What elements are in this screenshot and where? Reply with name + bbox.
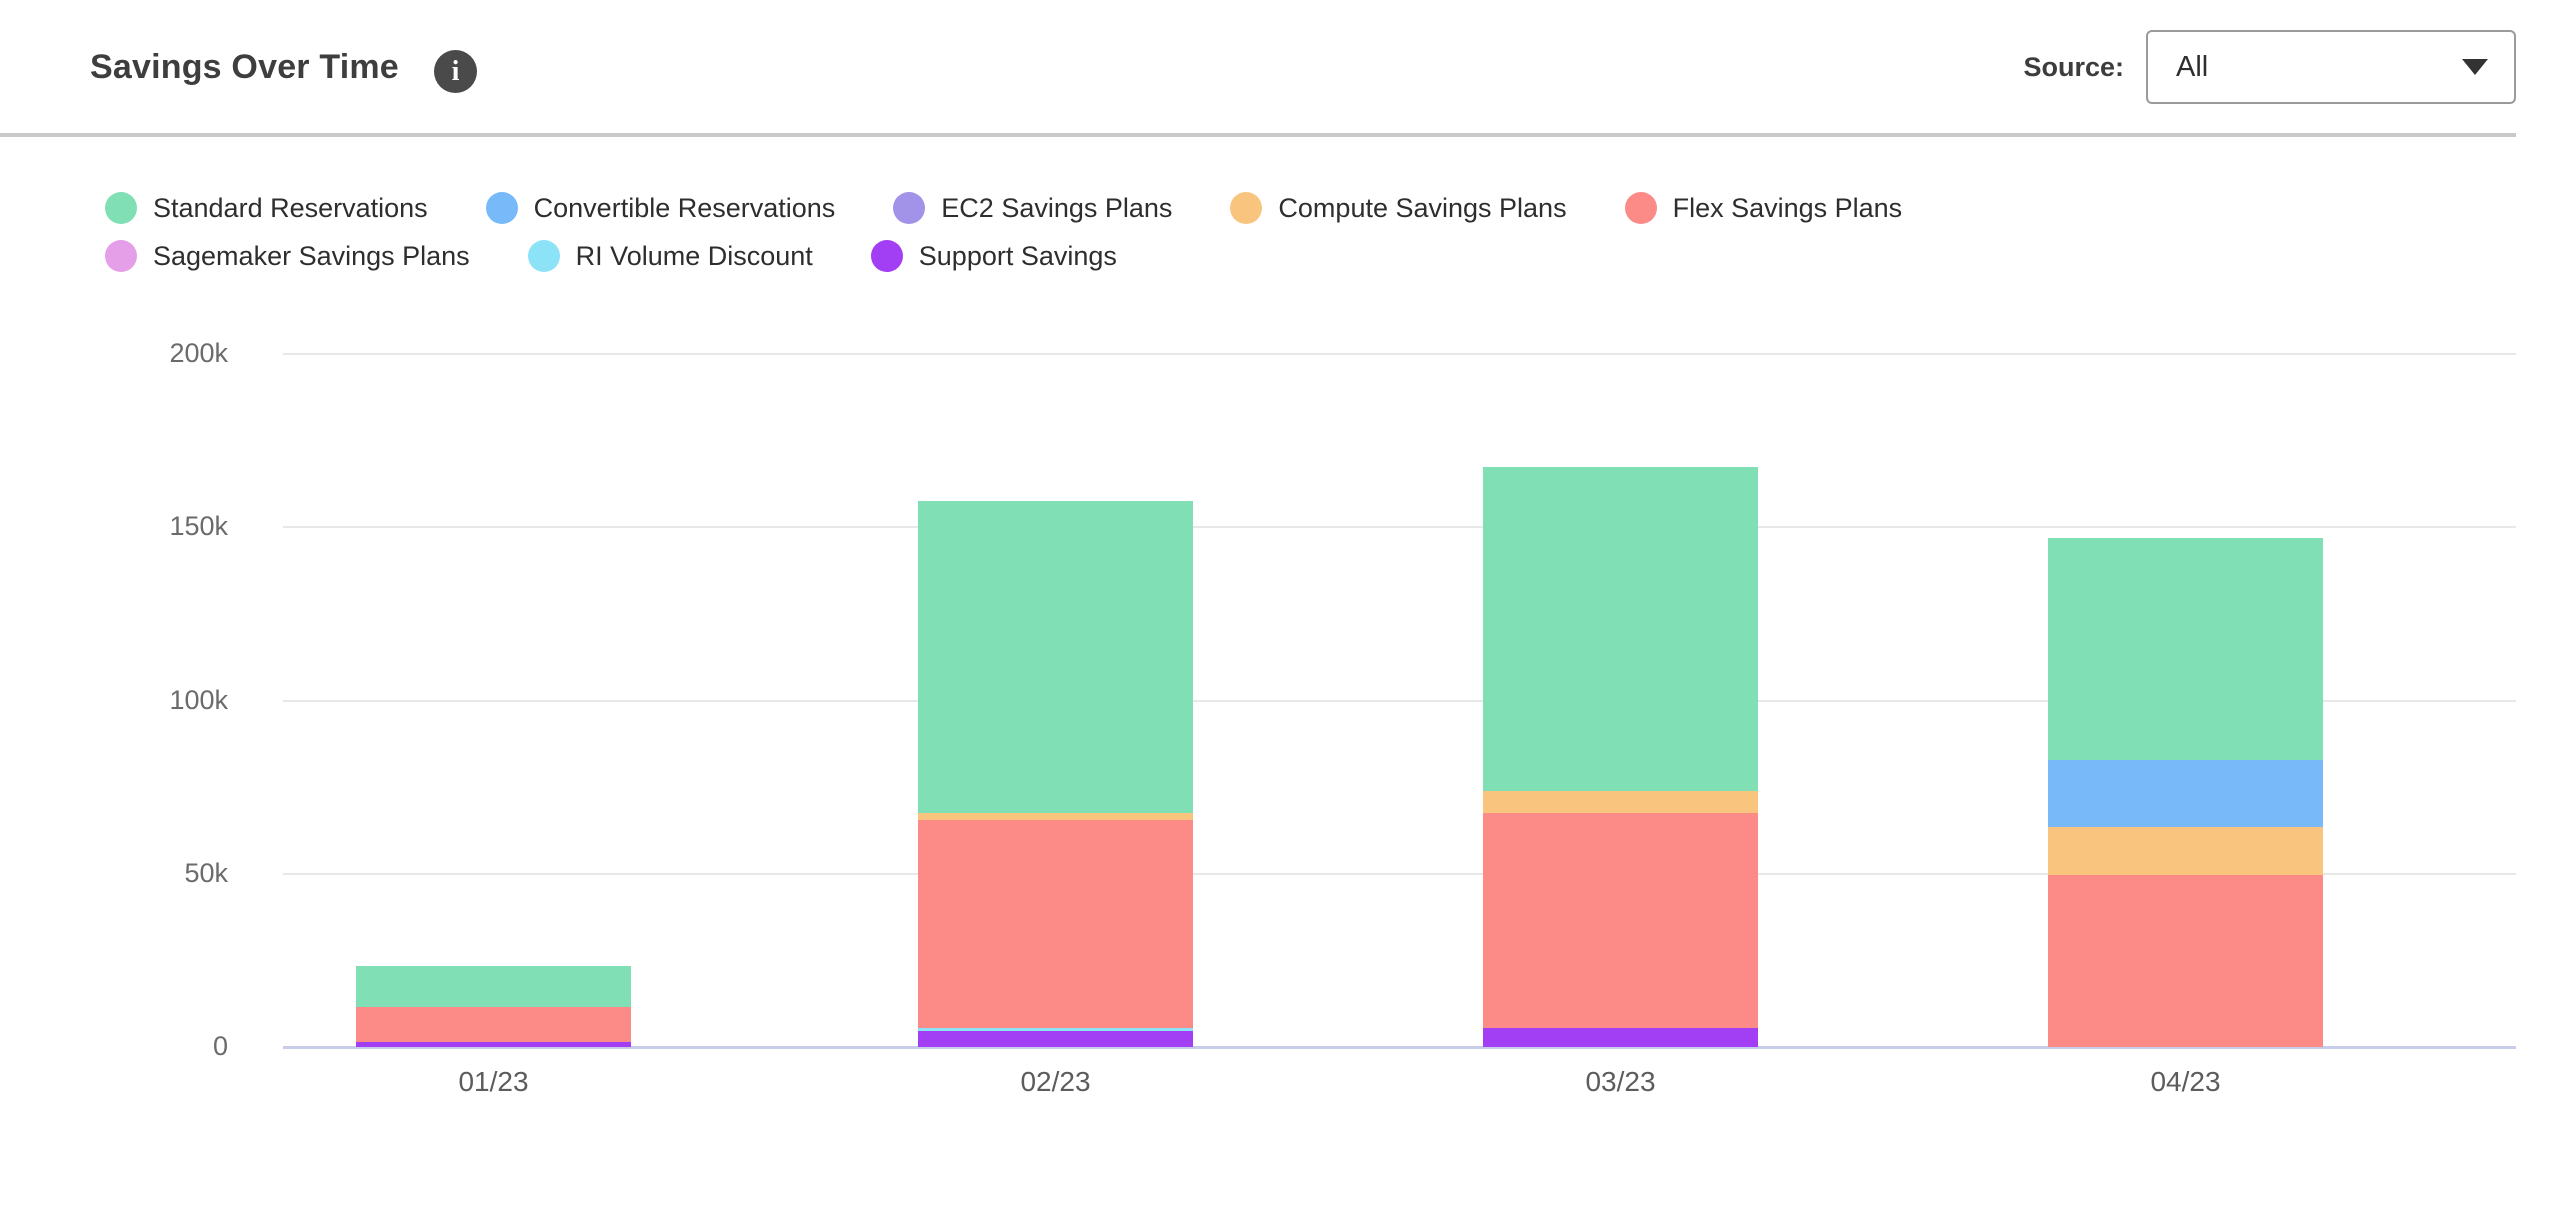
x-axis-label-02-23: 02/23 [1020,1066,1091,1097]
legend-dot-compute-savings-plans [1230,192,1263,224]
y-axis-tick-label: 100k [169,684,228,715]
bar-segment-02-23-standard-reservations[interactable] [918,501,1193,814]
legend-label: Sagemaker Savings Plans [153,240,470,271]
legend-item-ec2-savings-plans[interactable]: EC2 Savings Plans [893,192,1172,224]
y-gridline-200k [283,353,2516,355]
legend-label: Standard Reservations [153,192,428,223]
x-axis-label-04-23: 04/23 [2150,1066,2221,1097]
source-control: Source: All [2023,28,2516,106]
bar-segment-01-23-standard-reservations[interactable] [356,965,631,1008]
card-header: Savings Over Time i Source: All [0,0,2562,137]
bar-segment-01-23-flex-savings-plans[interactable] [356,1007,631,1043]
legend-item-support-savings[interactable]: Support Savings [870,240,1117,272]
legend-label: Compute Savings Plans [1278,192,1567,223]
bar-segment-04-23-flex-savings-plans[interactable] [2048,874,2323,1047]
legend-item-convertible-reservations[interactable]: Convertible Reservations [485,192,836,224]
bar-segment-01-23-support-savings[interactable] [356,1042,631,1047]
legend-label: EC2 Savings Plans [941,192,1173,223]
legend-label: Support Savings [918,240,1117,271]
source-dropdown[interactable]: All [2146,30,2516,104]
bar-segment-02-23-compute-savings-plans[interactable] [918,813,1193,821]
chevron-down-icon [2462,59,2488,75]
y-gridline-50k [283,872,2516,875]
page-title: Savings Over Time [90,48,399,86]
legend-dot-ri-volume-discount [527,240,560,272]
x-axis-label-03-23: 03/23 [1585,1066,1656,1097]
bar-segment-04-23-compute-savings-plans[interactable] [2048,827,2323,875]
legend-label: Convertible Reservations [533,192,836,223]
y-axis-tick-label: 150k [169,511,228,542]
legend-dot-flex-savings-plans [1624,192,1657,224]
x-axis-label-01-23: 01/23 [458,1066,529,1097]
bar-segment-02-23-support-savings[interactable] [918,1031,1193,1047]
legend-dot-support-savings [870,240,903,272]
source-selected-value: All [2176,50,2209,83]
legend-item-flex-savings-plans[interactable]: Flex Savings Plans [1624,192,1903,224]
bar-segment-02-23-flex-savings-plans[interactable] [918,820,1193,1028]
legend-item-sagemaker-savings-plans[interactable]: Sagemaker Savings Plans [105,240,470,272]
legend-label: Flex Savings Plans [1672,192,1903,223]
bar-segment-03-23-support-savings[interactable] [1483,1028,1758,1047]
bar-segment-03-23-compute-savings-plans[interactable] [1483,790,1758,814]
y-gridline-100k [283,699,2516,702]
legend-dot-convertible-reservations [485,192,518,224]
source-label: Source: [2023,51,2124,82]
chart-legend-row-1: Standard Reservations Convertible Reserva… [105,192,1960,224]
legend-dot-standard-reservations [105,192,137,224]
legend-item-compute-savings-plans[interactable]: Compute Savings Plans [1230,192,1567,224]
chart-legend-row-2: Sagemaker Savings Plans RI Volume Discoun… [105,240,1175,272]
legend-dot-sagemaker-savings-plans [105,240,137,272]
y-axis-tick-label: 50k [184,857,228,888]
bar-segment-02-23-ri-volume-discount[interactable] [918,1027,1193,1032]
x-axis-line [283,1046,2516,1049]
legend-dot-ec2-savings-plans [893,192,926,224]
bar-segment-03-23-flex-savings-plans[interactable] [1483,813,1758,1029]
y-gridline-150k [283,526,2516,529]
legend-item-standard-reservations[interactable]: Standard Reservations [105,192,428,224]
y-axis-tick-label: 0 [212,1031,228,1061]
legend-label: RI Volume Discount [575,240,813,271]
legend-item-ri-volume-discount[interactable]: RI Volume Discount [527,240,813,272]
y-axis-tick-label: 200k [169,338,228,368]
header-divider [0,133,2516,137]
bar-segment-04-23-standard-reservations[interactable] [2048,537,2323,761]
bar-segment-04-23-convertible-reservations[interactable] [2048,760,2323,828]
info-icon[interactable]: i [434,50,477,93]
bar-segment-03-23-standard-reservations[interactable] [1483,466,1758,791]
